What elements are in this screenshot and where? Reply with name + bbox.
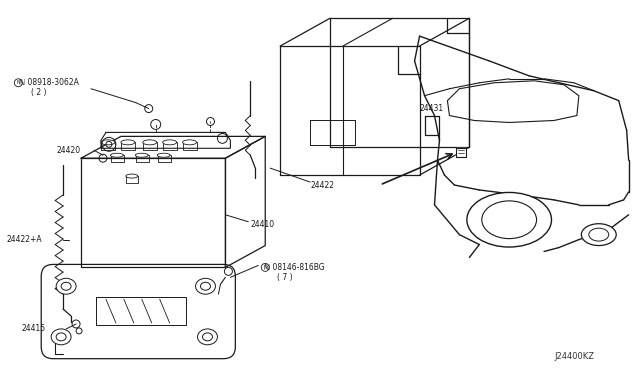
Polygon shape	[101, 142, 115, 150]
Ellipse shape	[56, 278, 76, 294]
Ellipse shape	[467, 192, 552, 247]
Polygon shape	[126, 176, 138, 183]
Ellipse shape	[202, 333, 212, 341]
Polygon shape	[96, 297, 186, 325]
Text: 24422: 24422	[310, 180, 334, 189]
Text: N: N	[264, 265, 267, 270]
Polygon shape	[101, 132, 230, 148]
Text: 24410: 24410	[250, 220, 275, 229]
Polygon shape	[157, 155, 171, 162]
Ellipse shape	[101, 140, 115, 145]
Ellipse shape	[182, 140, 196, 145]
Text: N: N	[17, 80, 20, 85]
Text: 24415: 24415	[21, 324, 45, 333]
Ellipse shape	[143, 140, 157, 145]
Text: 24420: 24420	[56, 146, 80, 155]
Ellipse shape	[135, 153, 148, 157]
FancyBboxPatch shape	[41, 264, 236, 359]
Text: 24422+A: 24422+A	[6, 235, 42, 244]
Text: J24400KZ: J24400KZ	[554, 352, 594, 361]
Ellipse shape	[163, 140, 177, 145]
Text: ℕ 08146-816BG: ℕ 08146-816BG	[264, 263, 325, 272]
Ellipse shape	[61, 282, 71, 290]
Polygon shape	[81, 137, 265, 158]
Ellipse shape	[589, 228, 609, 241]
Ellipse shape	[196, 278, 216, 294]
Text: 24431: 24431	[420, 104, 444, 113]
Ellipse shape	[126, 174, 138, 178]
Text: ℕ 08918-3062A: ℕ 08918-3062A	[19, 78, 79, 87]
Ellipse shape	[51, 329, 71, 345]
Polygon shape	[280, 46, 420, 175]
Text: ( 2 ): ( 2 )	[31, 88, 47, 97]
Ellipse shape	[56, 333, 66, 341]
Polygon shape	[81, 158, 225, 267]
Polygon shape	[225, 137, 265, 267]
Ellipse shape	[482, 201, 536, 238]
Ellipse shape	[121, 140, 135, 145]
Ellipse shape	[111, 153, 124, 157]
Polygon shape	[111, 155, 124, 162]
Polygon shape	[456, 148, 467, 157]
Ellipse shape	[200, 282, 211, 290]
Text: ( 7 ): ( 7 )	[277, 273, 293, 282]
Ellipse shape	[157, 153, 170, 157]
Polygon shape	[163, 142, 177, 150]
Polygon shape	[136, 155, 148, 162]
Polygon shape	[182, 142, 196, 150]
Polygon shape	[121, 142, 135, 150]
Polygon shape	[143, 142, 157, 150]
Ellipse shape	[198, 329, 218, 345]
Ellipse shape	[581, 224, 616, 246]
